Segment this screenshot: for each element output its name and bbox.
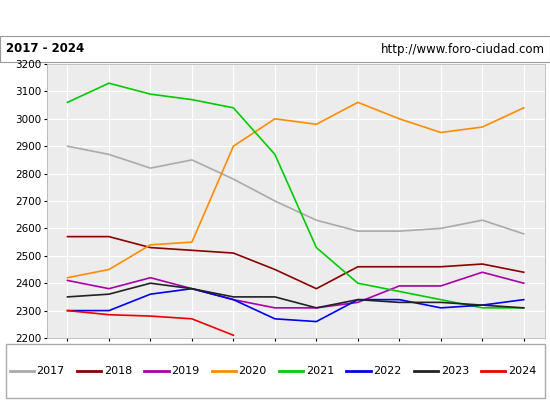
Text: 2018: 2018 (104, 366, 132, 376)
Text: Evolucion del paro registrado en Vic: Evolucion del paro registrado en Vic (125, 9, 425, 27)
Text: 2017 - 2024: 2017 - 2024 (6, 42, 84, 56)
Text: 2019: 2019 (171, 366, 200, 376)
Text: http://www.foro-ciudad.com: http://www.foro-ciudad.com (381, 42, 544, 56)
Text: 2024: 2024 (508, 366, 536, 376)
Text: 2017: 2017 (36, 366, 65, 376)
Text: 2021: 2021 (306, 366, 334, 376)
Text: 2022: 2022 (373, 366, 402, 376)
Text: 2023: 2023 (441, 366, 469, 376)
Text: 2020: 2020 (239, 366, 267, 376)
